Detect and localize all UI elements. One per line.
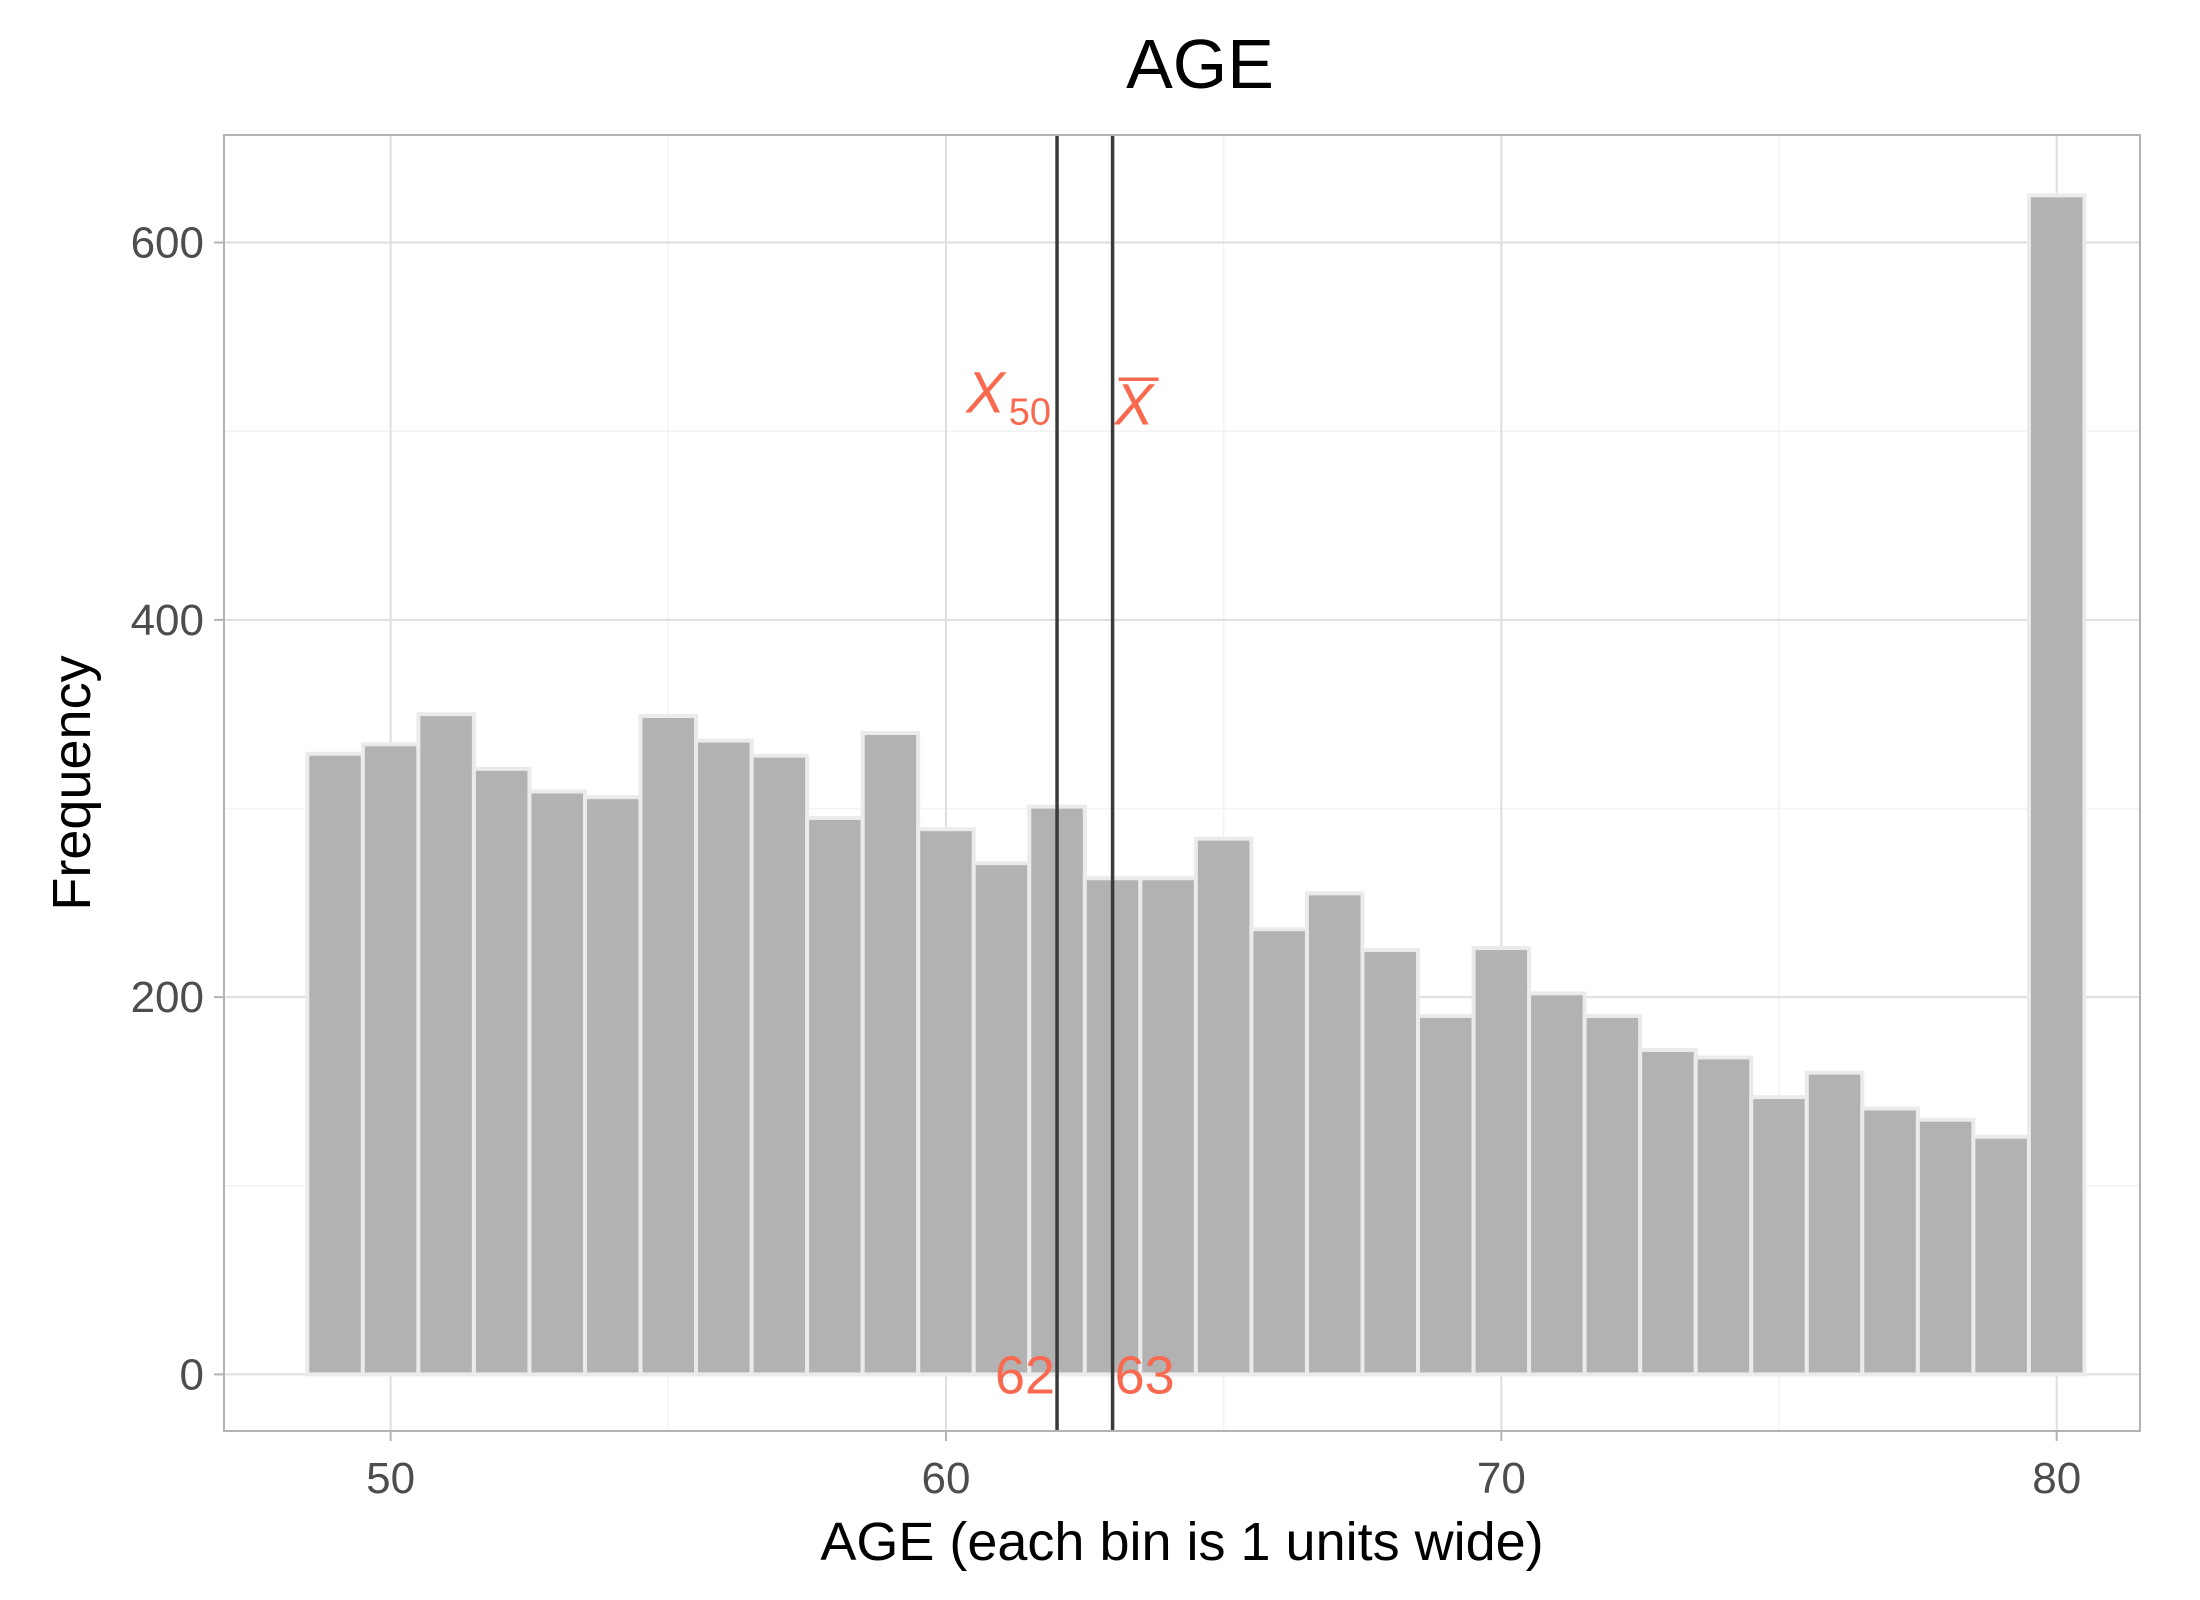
median-label: X 50 <box>964 360 1051 433</box>
histogram-bar <box>1360 947 1421 1377</box>
histogram-bar <box>416 712 476 1377</box>
histogram-bar <box>360 742 421 1377</box>
histogram-bar <box>1915 1117 1976 1377</box>
histogram-bar <box>805 815 865 1377</box>
histogram-bar <box>1138 876 1198 1377</box>
histogram-bar <box>527 789 587 1377</box>
histogram-bar <box>582 795 643 1377</box>
x-tick-label: 60 <box>921 1454 970 1503</box>
histogram-bar <box>971 861 1032 1377</box>
histogram-bar <box>1693 1055 1754 1377</box>
y-tick-label: 0 <box>180 1350 204 1399</box>
histogram-bar <box>1582 1013 1643 1377</box>
histogram-bar <box>2026 193 2087 1377</box>
x-axis-ticks: 50 60 70 80 <box>366 1431 2081 1503</box>
y-tick-label: 600 <box>131 219 204 268</box>
plot-panel-border <box>223 134 2141 1432</box>
y-tick-label: 200 <box>131 973 204 1022</box>
reference-lines: 62 X 50 63 X <box>964 135 1175 1431</box>
chart-title: AGE <box>1126 25 1274 103</box>
y-axis-title: Frequency <box>42 655 102 910</box>
histogram-bar <box>1749 1095 1809 1377</box>
histogram-bar <box>1193 836 1254 1377</box>
histogram-bar <box>638 714 699 1377</box>
x-tick-label: 70 <box>1477 1454 1526 1503</box>
histogram-bar <box>749 753 810 1377</box>
reference-value-label: 62 <box>995 1345 1055 1405</box>
histogram-bar <box>1304 891 1365 1377</box>
y-axis-ticks: 0 200 400 600 <box>131 219 224 1399</box>
histogram-bar <box>916 827 976 1377</box>
histogram-bar <box>1249 927 1309 1377</box>
histogram-bar <box>694 738 754 1377</box>
x-tick-label: 80 <box>2032 1454 2081 1503</box>
reference-value-label: 63 <box>1115 1345 1175 1405</box>
histogram-bar <box>305 751 365 1377</box>
histogram-bar <box>860 731 921 1377</box>
histogram-bar <box>471 766 532 1377</box>
histogram-bar <box>1416 1013 1476 1377</box>
histogram-bar <box>1638 1047 1698 1377</box>
histogram-bar <box>1527 991 1587 1377</box>
histogram-bar <box>1860 1106 1920 1377</box>
histogram-bar <box>1971 1134 2031 1377</box>
bars <box>305 193 2087 1377</box>
mean-label: X <box>1113 372 1156 437</box>
histogram-bar <box>1804 1070 1865 1377</box>
x-tick-label: 50 <box>366 1454 415 1503</box>
y-tick-label: 400 <box>131 596 204 645</box>
histogram-bar <box>1471 946 1532 1377</box>
x-axis-title: AGE (each bin is 1 units wide) <box>820 1512 1543 1572</box>
